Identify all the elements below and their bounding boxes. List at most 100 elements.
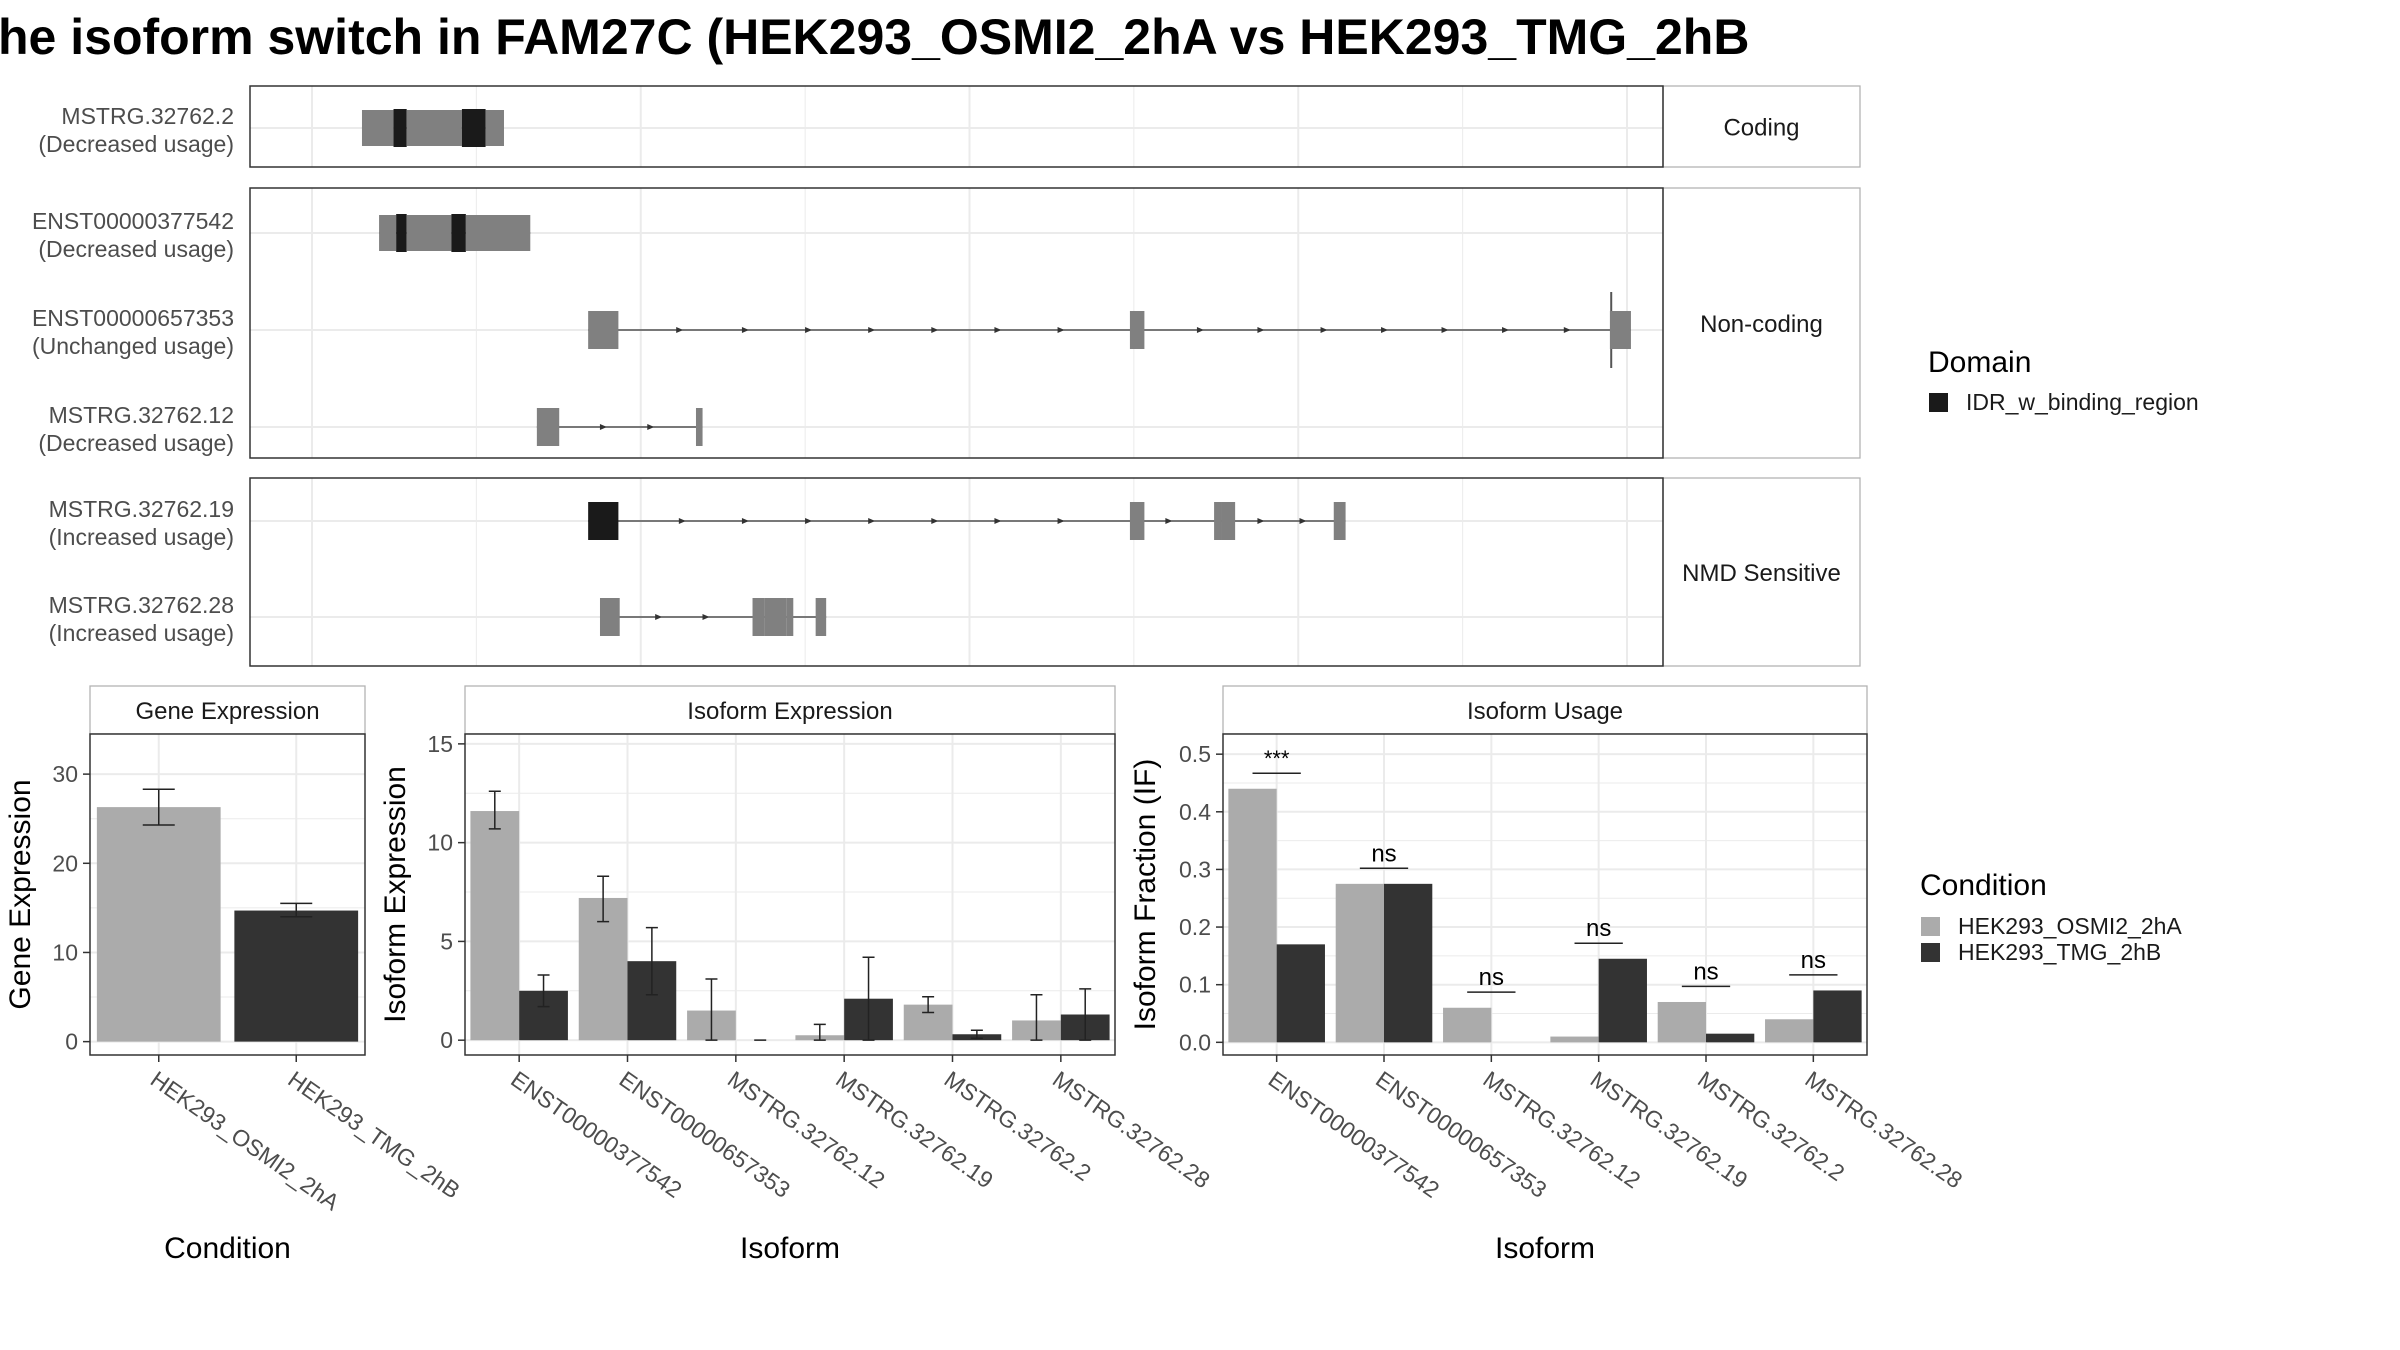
intron-arrow bbox=[805, 327, 813, 333]
bar bbox=[1765, 1019, 1814, 1043]
isoform-track-1-1: ENST00000657353(Unchanged usage) bbox=[32, 292, 1631, 368]
panel-border bbox=[249, 477, 1664, 667]
condition-legend-swatch-b bbox=[1921, 943, 1940, 962]
intron-arrow bbox=[994, 327, 1002, 333]
error-bar bbox=[537, 974, 550, 1008]
intron-arrow bbox=[1320, 327, 1328, 333]
error-bar bbox=[813, 1023, 826, 1041]
isoform-track-2-0: MSTRG.32762.19(Increased usage) bbox=[49, 496, 1346, 550]
y-axis-label: Isoform Fraction (IF) bbox=[1129, 759, 1162, 1031]
condition-legend-title: Condition bbox=[1920, 869, 2047, 902]
intron-arrow bbox=[868, 327, 876, 333]
x-tick-label: ENST00000657353 bbox=[1371, 1066, 1551, 1203]
condition-legend: Condition HEK293_OSMI2_2hA HEK293_TMG_2h… bbox=[1920, 869, 2182, 965]
y-axis-label: Gene Expression bbox=[4, 779, 37, 1009]
plot-border bbox=[89, 733, 366, 1056]
panel-strip bbox=[1662, 187, 1861, 459]
isoform-expression-chart: Isoform Expression051015ENST00000377542E… bbox=[379, 685, 1215, 1265]
track-usage-label: (Unchanged usage) bbox=[32, 333, 234, 359]
intron-arrow bbox=[994, 518, 1002, 524]
intron-arrow bbox=[931, 327, 939, 333]
x-axis-label: Condition bbox=[164, 1232, 291, 1265]
bar bbox=[96, 807, 221, 1042]
panel-strip bbox=[1662, 477, 1861, 667]
intron-arrow bbox=[805, 518, 813, 524]
significance-label: ns bbox=[1693, 958, 1718, 985]
exon bbox=[786, 598, 794, 636]
exon bbox=[485, 110, 504, 146]
track-usage-label: (Increased usage) bbox=[49, 524, 234, 550]
exon bbox=[465, 215, 531, 251]
intron-arrow bbox=[1057, 327, 1065, 333]
isoform-track-1-2: MSTRG.32762.12(Decreased usage) bbox=[38, 402, 703, 456]
panel-border bbox=[249, 85, 1664, 168]
significance-label: *** bbox=[1264, 746, 1290, 771]
panel-background bbox=[250, 478, 1663, 666]
error-bar bbox=[970, 1029, 983, 1039]
error-bar bbox=[280, 902, 313, 918]
exon bbox=[361, 110, 394, 146]
bar bbox=[1228, 788, 1277, 1043]
intron-arrow bbox=[1196, 327, 1204, 333]
bar bbox=[1813, 990, 1862, 1043]
error-bar bbox=[488, 790, 501, 830]
domain-exon bbox=[393, 109, 407, 147]
y-tick-label: 10 bbox=[52, 939, 78, 965]
y-tick-label: 0.1 bbox=[1179, 972, 1211, 998]
intron-arrow bbox=[1381, 327, 1389, 333]
plot-border bbox=[1222, 733, 1868, 1056]
y-tick-label: 15 bbox=[427, 731, 453, 757]
plot-border bbox=[464, 733, 1116, 1056]
panel-strip-label: Non-coding bbox=[1700, 311, 1823, 338]
domain-exon bbox=[588, 502, 619, 540]
panel-strip-label: NMD Sensitive bbox=[1682, 560, 1841, 587]
chart-title: Isoform Usage bbox=[1467, 698, 1623, 725]
exon bbox=[1129, 311, 1145, 349]
x-tick-label: ENST00000377542 bbox=[1264, 1066, 1444, 1203]
significance-label: ns bbox=[1586, 915, 1611, 942]
bar bbox=[1443, 1007, 1492, 1043]
bar bbox=[1384, 883, 1433, 1043]
intron-arrow bbox=[1057, 518, 1065, 524]
exon bbox=[695, 408, 703, 446]
bar bbox=[1598, 958, 1647, 1043]
intron-arrow bbox=[678, 518, 686, 524]
track-usage-label: (Decreased usage) bbox=[38, 131, 234, 157]
y-tick-label: 10 bbox=[427, 830, 453, 856]
exon bbox=[379, 215, 397, 251]
intron-arrow bbox=[647, 424, 655, 430]
error-bar bbox=[705, 978, 718, 1041]
domain-legend-swatch bbox=[1929, 393, 1948, 412]
intron-arrow bbox=[1502, 327, 1510, 333]
track-usage-label: (Increased usage) bbox=[49, 620, 234, 646]
exon bbox=[588, 311, 619, 349]
intron-arrow bbox=[1299, 518, 1307, 524]
y-tick-label: 0.3 bbox=[1179, 856, 1211, 882]
condition-legend-label-a: HEK293_OSMI2_2hA bbox=[1958, 913, 2182, 939]
y-tick-label: 0.2 bbox=[1179, 914, 1211, 940]
y-tick-label: 0 bbox=[65, 1029, 78, 1055]
bar bbox=[1276, 944, 1325, 1043]
exon bbox=[1214, 502, 1222, 540]
isoform-track-2-1: MSTRG.32762.28(Increased usage) bbox=[49, 592, 827, 646]
intron-arrow bbox=[1441, 327, 1449, 333]
intron-arrow bbox=[655, 614, 663, 620]
intron-arrow bbox=[741, 327, 749, 333]
bar bbox=[1657, 1001, 1706, 1043]
error-bar bbox=[922, 995, 935, 1014]
chart-strip bbox=[1222, 685, 1868, 735]
domain-exon bbox=[396, 214, 407, 252]
significance-label: ns bbox=[1371, 840, 1396, 867]
isoform-usage-chart: Isoform Usage 0.0 0.1 0.2 0.3 0.4 0.5 *** ns ns ns… bbox=[1129, 685, 1967, 1265]
chart-title: Isoform Expression bbox=[687, 698, 892, 725]
bar bbox=[1335, 883, 1384, 1043]
exon bbox=[764, 598, 787, 636]
track-isoform-name: ENST00000377542 bbox=[32, 208, 234, 234]
exon bbox=[406, 110, 462, 146]
track-usage-label: (Decreased usage) bbox=[38, 430, 234, 456]
y-tick-label: 0.0 bbox=[1179, 1029, 1211, 1055]
chart-title: Gene Expression bbox=[135, 698, 319, 725]
error-bar bbox=[1079, 988, 1092, 1041]
